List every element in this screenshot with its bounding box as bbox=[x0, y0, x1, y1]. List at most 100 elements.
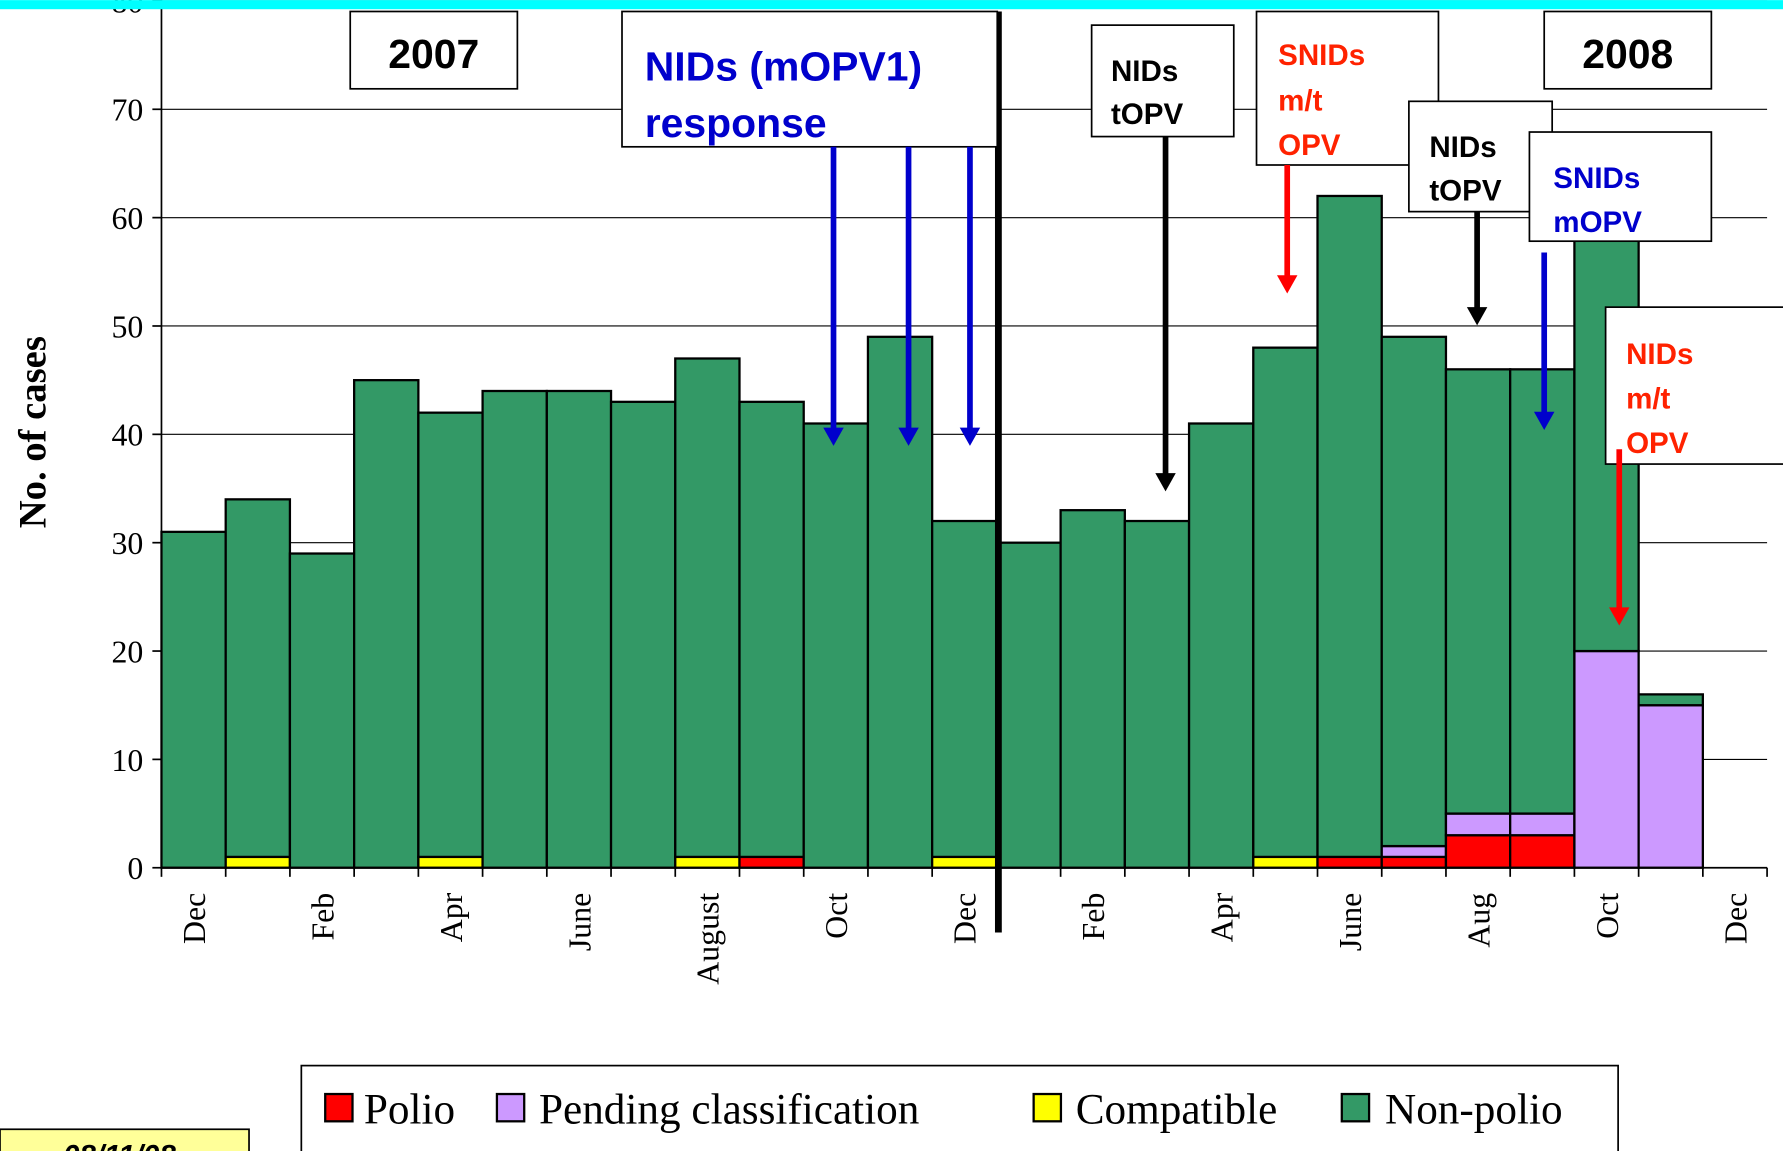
legend-label: Polio bbox=[364, 1086, 455, 1134]
x-tick-label: Dec bbox=[1718, 893, 1753, 944]
y-tick-label: 20 bbox=[111, 634, 143, 669]
bar-segment bbox=[738, 400, 805, 859]
y-tick-label: 70 bbox=[111, 93, 143, 128]
bar-segment bbox=[609, 400, 677, 869]
annotation-box bbox=[1528, 131, 1713, 243]
arrow-head bbox=[1276, 275, 1298, 294]
x-tick-label: Aug bbox=[1461, 893, 1496, 948]
annotation-box bbox=[349, 10, 519, 90]
bar-segment bbox=[224, 855, 292, 869]
arrow-head bbox=[823, 427, 844, 446]
bar-segment bbox=[417, 411, 484, 859]
bar-segment bbox=[802, 422, 870, 869]
bar-segment bbox=[481, 389, 548, 869]
annotation-box bbox=[1408, 100, 1554, 213]
bar-segment bbox=[224, 498, 292, 859]
annotation-box bbox=[621, 10, 999, 148]
bar-segment bbox=[1573, 649, 1640, 869]
annotation-text: NIDs (mOPV1) bbox=[645, 43, 922, 89]
x-tick-label: Apr bbox=[434, 892, 469, 942]
bar-segment bbox=[1123, 519, 1191, 869]
x-tick-label: Dec bbox=[177, 893, 212, 944]
legend-swatch bbox=[324, 1092, 354, 1123]
legend-label: Compatible bbox=[1076, 1086, 1278, 1134]
annotation-text: mOPV bbox=[1553, 206, 1642, 239]
arrow-head bbox=[1533, 411, 1555, 430]
bar-segment bbox=[1444, 834, 1512, 869]
annotation-text: SNIDs bbox=[1278, 39, 1365, 72]
x-tick-label: Feb bbox=[1076, 893, 1111, 941]
annotation-text: NIDs bbox=[1111, 55, 1178, 88]
x-tick-label: Apr bbox=[1205, 892, 1240, 942]
bar-segment bbox=[931, 519, 998, 859]
bar-segment bbox=[1637, 693, 1704, 707]
y-axis-label: No. of cases bbox=[12, 336, 54, 528]
legend-swatch bbox=[1032, 1092, 1063, 1123]
bar-segment bbox=[353, 379, 420, 869]
annotation-text: m/t bbox=[1626, 382, 1670, 415]
bar-segment bbox=[1509, 834, 1576, 869]
y-tick-label: 40 bbox=[111, 418, 143, 453]
bar-segment bbox=[1059, 509, 1126, 869]
bar-segment bbox=[160, 530, 227, 869]
arrow-head bbox=[1466, 307, 1488, 326]
annotation-box bbox=[1090, 24, 1235, 138]
bar-segment bbox=[1252, 346, 1319, 859]
bar-segment bbox=[417, 855, 484, 869]
bar-segment bbox=[1637, 704, 1704, 869]
y-tick-label: 10 bbox=[111, 743, 143, 778]
y-tick-label: 50 bbox=[111, 309, 143, 344]
bar-segment bbox=[1509, 812, 1576, 837]
annotation-text: NIDs bbox=[1429, 131, 1496, 164]
y-tick-label: 60 bbox=[111, 201, 143, 236]
y-tick-label: 0 bbox=[127, 851, 143, 886]
bar-segment bbox=[738, 855, 805, 869]
legend-swatch bbox=[1340, 1092, 1371, 1123]
x-tick-label: Feb bbox=[305, 893, 340, 941]
annotation-box bbox=[1604, 306, 1783, 465]
annotation-text: NIDs bbox=[1626, 338, 1693, 371]
x-tick-label: Oct bbox=[819, 893, 854, 939]
bar-segment bbox=[1509, 368, 1576, 815]
y-tick-label: 30 bbox=[111, 526, 143, 561]
bar-segment bbox=[1316, 194, 1383, 859]
bar-segment bbox=[1380, 855, 1448, 869]
annotation-text: m/t bbox=[1278, 85, 1322, 118]
bar-segment bbox=[1380, 335, 1448, 848]
arrow-head bbox=[959, 427, 981, 446]
bar-segment bbox=[1444, 368, 1512, 815]
bar-segment bbox=[1380, 844, 1448, 859]
annotations: 2007 NIDs (mOPV1) response NIDs tOPV SNIDs m/t… bbox=[349, 10, 1783, 933]
legend-label: Pending classification bbox=[539, 1086, 919, 1134]
footnote-box bbox=[0, 1128, 250, 1151]
arrow-head bbox=[1155, 473, 1176, 492]
legend-swatch bbox=[495, 1092, 526, 1123]
annotation-text: OPV bbox=[1278, 129, 1341, 162]
bar-segment bbox=[545, 389, 613, 869]
arrow-head bbox=[1609, 607, 1630, 626]
annotation-text: tOPV bbox=[1111, 98, 1184, 131]
bar-segment bbox=[1444, 812, 1512, 837]
x-tick-label: Dec bbox=[948, 893, 983, 944]
arrow-head bbox=[898, 427, 919, 446]
x-tick-label: June bbox=[562, 893, 597, 951]
annotation-text: tOPV bbox=[1429, 174, 1502, 207]
bar-segment bbox=[1187, 422, 1255, 869]
annotation-text: response bbox=[645, 100, 827, 146]
bar-segment bbox=[674, 357, 741, 859]
top-bar bbox=[0, 0, 1783, 10]
footnote: 08/11/08 bbox=[63, 1140, 176, 1151]
x-tick-label: June bbox=[1333, 893, 1368, 951]
annotation-text: 2007 bbox=[388, 31, 479, 77]
bar-segment bbox=[1316, 855, 1383, 869]
x-tick-label: August bbox=[691, 893, 726, 985]
annotation-text: 2008 bbox=[1582, 31, 1673, 77]
annotation-text: SNIDs bbox=[1553, 162, 1640, 195]
bar-segment bbox=[995, 541, 1062, 869]
annotation-box bbox=[1543, 10, 1713, 90]
annotation-text: OPV bbox=[1626, 427, 1689, 460]
bar-segment bbox=[1252, 855, 1319, 869]
legend-label: Non-polio bbox=[1385, 1086, 1563, 1134]
